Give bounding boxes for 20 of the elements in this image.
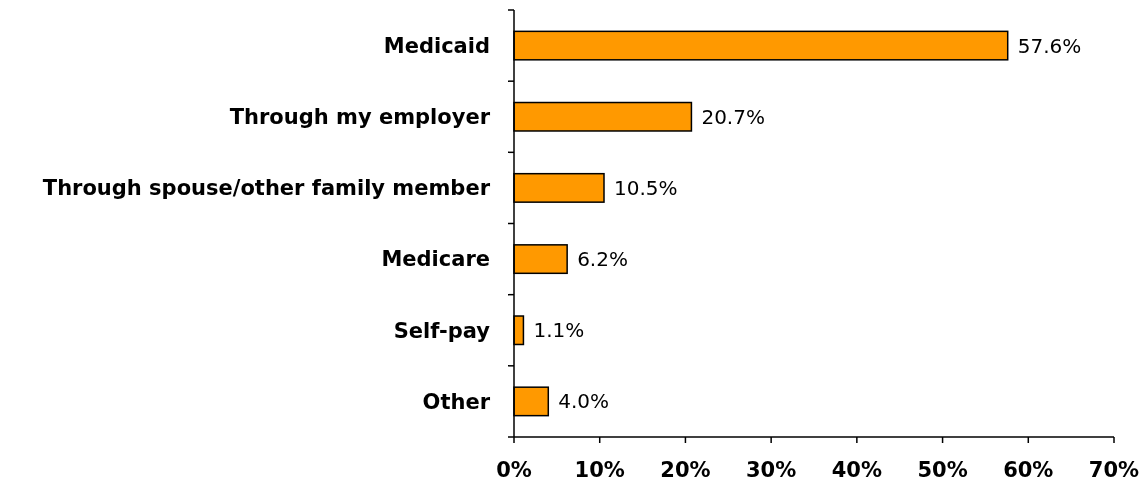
y-tick-label: Medicaid bbox=[383, 33, 490, 58]
data-label: 10.5% bbox=[614, 175, 678, 200]
data-label: 4.0% bbox=[558, 389, 610, 414]
y-tick-label: Through my employer bbox=[229, 105, 491, 130]
data-label: 57.6% bbox=[1017, 33, 1082, 58]
data-label: 20.7% bbox=[701, 104, 765, 129]
x-tick-label: 20% bbox=[660, 458, 711, 482]
x-tick-label: 60% bbox=[1003, 458, 1054, 482]
x-tick-label: 10% bbox=[574, 458, 625, 482]
data-label: 1.1% bbox=[533, 318, 585, 343]
x-tick-label: 50% bbox=[917, 458, 968, 482]
y-tick-label: Other bbox=[422, 389, 491, 414]
x-tick-label: 40% bbox=[831, 458, 882, 482]
y-tick-label: Through spouse/other family member bbox=[42, 176, 491, 201]
x-tick-label: 30% bbox=[746, 458, 797, 482]
y-tick-label: Medicare bbox=[381, 247, 490, 272]
y-tick-label: Self-pay bbox=[393, 318, 491, 343]
x-tick-label: 70% bbox=[1088, 458, 1140, 482]
x-tick-label: 0% bbox=[496, 458, 532, 482]
data-label: 6.2% bbox=[577, 247, 628, 272]
